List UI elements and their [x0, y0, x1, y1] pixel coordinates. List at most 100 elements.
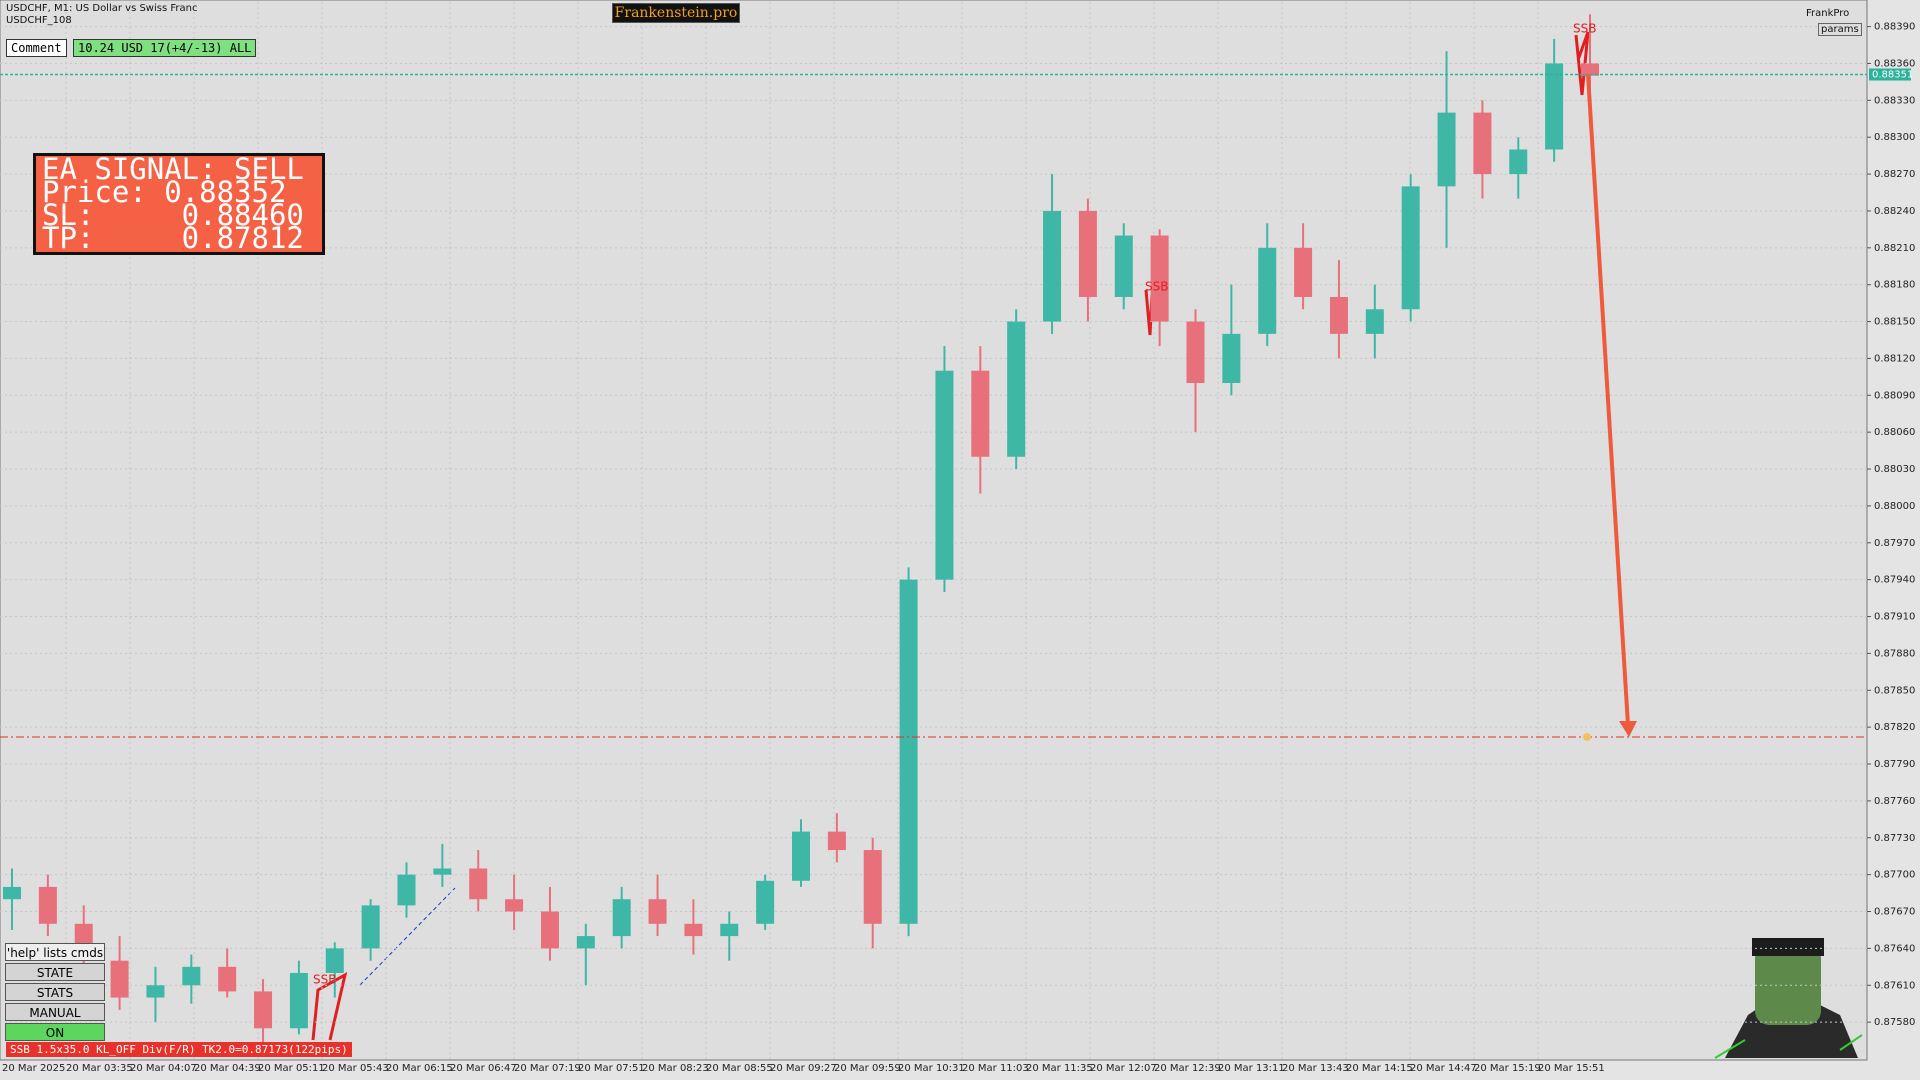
x-tick-label: 20 Mar 07:19 — [514, 1063, 581, 1074]
y-tick-label: 0.88330 — [1874, 95, 1915, 106]
x-tick-label: 20 Mar 10:31 — [898, 1063, 965, 1074]
candle-body — [1007, 321, 1026, 457]
forecast-arrow — [1586, 74, 1630, 726]
candle-body — [863, 850, 882, 924]
x-tick-label: 20 Mar 06:47 — [450, 1063, 517, 1074]
x-tick-label: 20 Mar 15:19 — [1474, 1063, 1541, 1074]
candle-body — [971, 370, 990, 457]
y-tick-label: 0.88270 — [1874, 169, 1915, 180]
candle-body — [397, 874, 416, 906]
current-price-tag — [1869, 68, 1911, 81]
forecast-arrowhead — [1619, 720, 1637, 737]
y-tick-label: 0.88120 — [1874, 353, 1915, 364]
state-button[interactable]: STATE — [5, 963, 105, 981]
on-button[interactable]: ON — [5, 1023, 105, 1041]
ssb-label: SSB — [1573, 22, 1596, 36]
candle-body — [1365, 309, 1384, 334]
trend-line[interactable] — [359, 887, 456, 986]
y-tick-label: 0.87880 — [1874, 648, 1915, 659]
status-tag: SSB — [10, 1043, 30, 1056]
x-tick-label: 20 Mar 14:15 — [1346, 1063, 1413, 1074]
x-tick-label: 20 Mar 08:55 — [706, 1063, 773, 1074]
x-tick-label: 20 Mar 03:35 — [66, 1063, 133, 1074]
ssb-label: SSB — [313, 973, 336, 987]
manual-button[interactable]: MANUAL — [5, 1003, 105, 1021]
corner-label: FrankPro — [1806, 8, 1850, 19]
account-line: USDCHF_108 — [6, 15, 72, 26]
candle-body — [1329, 296, 1348, 334]
frank-avatar — [1714, 938, 1863, 1059]
candle-body — [3, 886, 21, 900]
comment-label: Comment — [6, 39, 67, 57]
candle-body — [576, 936, 595, 949]
candle-body — [1473, 112, 1492, 175]
x-tick-label: 20 Mar 14:47 — [1410, 1063, 1477, 1074]
x-tick-label: 20 Mar 05:43 — [322, 1063, 389, 1074]
candle-body — [935, 370, 954, 580]
x-tick-label: 20 Mar 13:43 — [1282, 1063, 1349, 1074]
current-price-label: 0.88351 — [1872, 70, 1913, 81]
x-tick-label: 20 Mar 12:39 — [1154, 1063, 1221, 1074]
x-tick-label: 20 Mar 11:35 — [1026, 1063, 1093, 1074]
candle-body — [1150, 235, 1169, 322]
symbol-line: USDCHF, M1: US Dollar vs Swiss Franc — [6, 3, 198, 14]
y-tick-label: 0.88030 — [1874, 464, 1915, 475]
y-tick-label: 0.87640 — [1874, 943, 1915, 954]
candle-body — [827, 831, 846, 851]
candle-body — [254, 991, 273, 1029]
x-tick-label: 20 Mar 04:39 — [194, 1063, 261, 1074]
candle-body — [433, 868, 452, 875]
signal-box: EA SIGNAL: SELL Price: 0.88352 SL: 0.884… — [33, 153, 325, 255]
candle-body — [648, 899, 667, 924]
tp-marker — [1583, 732, 1591, 741]
y-tick-label: 0.88210 — [1874, 243, 1915, 254]
x-tick-label: 20 Mar 07:51 — [578, 1063, 645, 1074]
signal-line: SL: 0.88460 — [42, 198, 304, 232]
x-tick-label: 20 Mar 12:07 — [1090, 1063, 1157, 1074]
brand-label: Frankenstein.pro — [612, 3, 740, 23]
y-tick-label: 0.88180 — [1874, 280, 1915, 291]
stats-button[interactable]: STATS — [5, 983, 105, 1001]
candle-body — [289, 972, 308, 1029]
candle-body — [110, 960, 129, 998]
comment-value: 10.24 USD 17(+4/-13) ALL — [73, 39, 257, 57]
params-button[interactable]: params — [1818, 23, 1862, 36]
x-tick-label: 20 Mar 2025 — [2, 1063, 65, 1074]
candle-body — [720, 923, 739, 937]
help-button[interactable]: 'help' lists cmds — [5, 943, 105, 961]
candle-body — [38, 886, 57, 924]
candle-body — [1078, 210, 1097, 297]
y-tick-label: 0.87940 — [1874, 575, 1915, 586]
status-bar: SSB 1.5x35.0 KL_OFF Div(F/R) TK2.0=0.871… — [6, 1042, 352, 1057]
candle-body — [469, 868, 488, 900]
y-tick-label: 0.87820 — [1874, 722, 1915, 733]
x-tick-label: 20 Mar 06:15 — [386, 1063, 453, 1074]
y-tick-label: 0.88060 — [1874, 427, 1915, 438]
y-tick-label: 0.87670 — [1874, 907, 1915, 918]
candle-body — [505, 899, 524, 912]
candle-body — [792, 831, 810, 881]
candle-body — [325, 948, 344, 973]
x-tick-label: 20 Mar 09:27 — [770, 1063, 837, 1074]
signal-line: EA SIGNAL: SELL — [42, 152, 304, 186]
candle-body — [182, 966, 201, 986]
x-tick-label: 20 Mar 09:59 — [834, 1063, 901, 1074]
y-tick-label: 0.87730 — [1874, 833, 1915, 844]
x-tick-label: 20 Mar 05:11 — [258, 1063, 325, 1074]
x-tick-label: 20 Mar 13:11 — [1218, 1063, 1285, 1074]
signal-line: Price: 0.88352 — [42, 175, 287, 209]
candle-body — [146, 985, 165, 998]
candle-body — [540, 911, 559, 949]
y-tick-label: 0.88090 — [1874, 390, 1915, 401]
y-tick-label: 0.88240 — [1874, 206, 1915, 217]
candle-body — [1043, 210, 1062, 322]
y-tick-label: 0.88150 — [1874, 317, 1915, 328]
candle-body — [1401, 186, 1420, 310]
candle-body — [1509, 149, 1528, 175]
pattern-shape — [311, 972, 348, 1041]
candle-body — [361, 905, 380, 949]
x-tick-label: 20 Mar 15:51 — [1538, 1063, 1605, 1074]
x-tick-label: 20 Mar 08:23 — [642, 1063, 709, 1074]
